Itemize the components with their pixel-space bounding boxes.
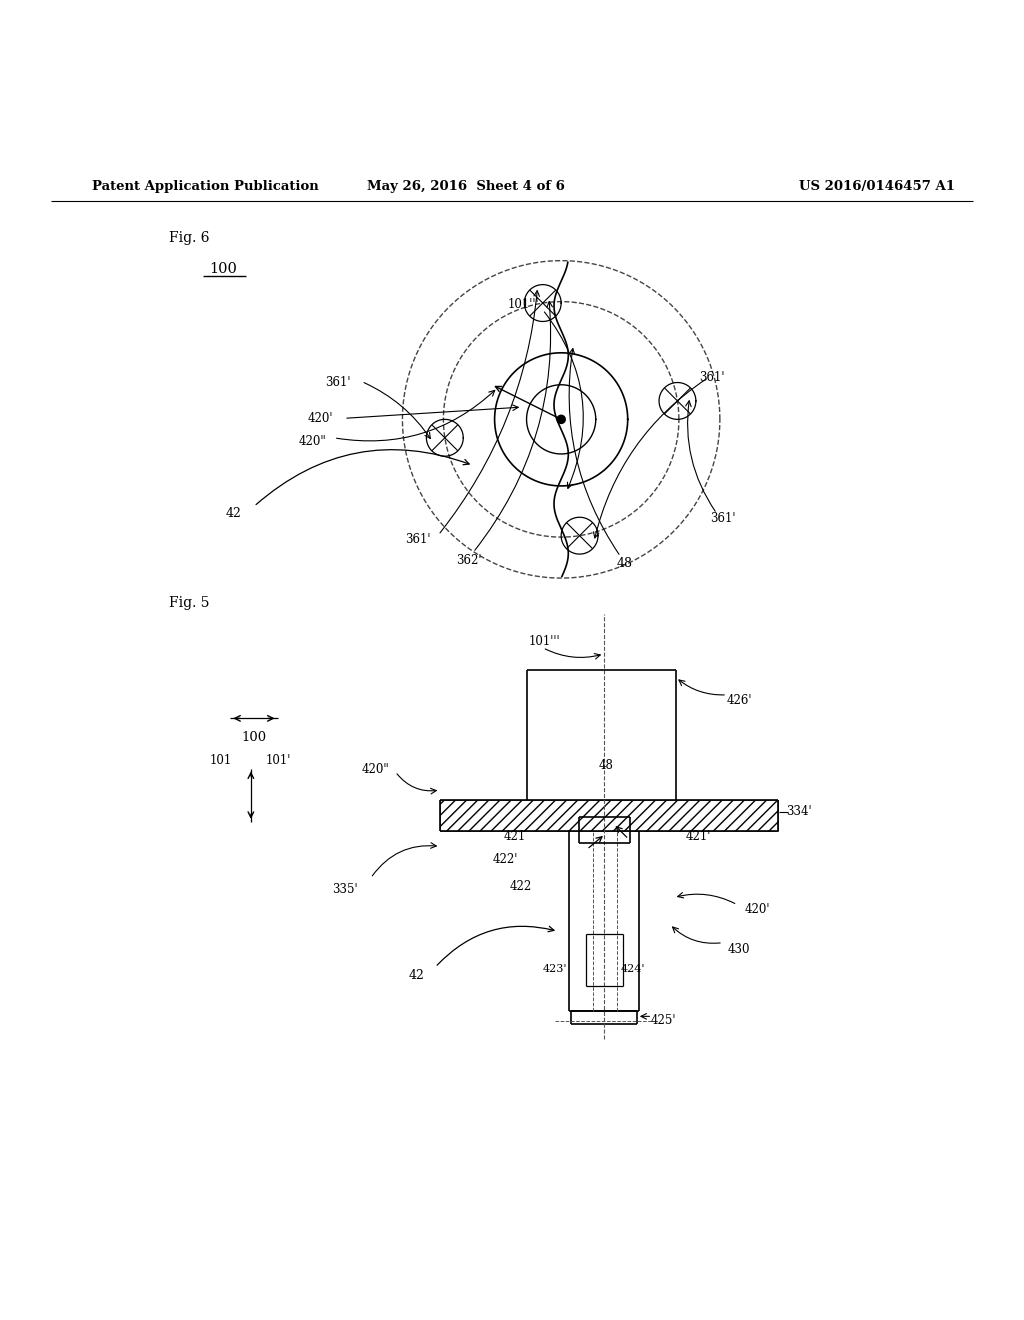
Text: 422: 422 [509, 880, 531, 892]
Text: 100: 100 [242, 731, 266, 744]
Text: 426': 426' [727, 694, 752, 708]
Text: May 26, 2016  Sheet 4 of 6: May 26, 2016 Sheet 4 of 6 [367, 181, 565, 194]
Text: 48: 48 [599, 759, 613, 772]
Text: Patent Application Publication: Patent Application Publication [92, 181, 318, 194]
Text: 361': 361' [326, 376, 350, 389]
Bar [440, 800, 778, 832]
Text: 101': 101' [266, 754, 291, 767]
Text: 420': 420' [308, 412, 333, 425]
Text: 101: 101 [210, 754, 232, 767]
Text: 421: 421 [504, 830, 526, 842]
Text: 100: 100 [209, 261, 238, 276]
Text: 361': 361' [711, 512, 735, 525]
Circle shape [557, 416, 565, 424]
Text: 420': 420' [745, 903, 770, 916]
Text: 334': 334' [785, 805, 812, 818]
Text: 48: 48 [616, 557, 633, 570]
Text: 430: 430 [728, 944, 751, 956]
Text: 423': 423' [543, 964, 567, 974]
Text: 42: 42 [409, 969, 425, 982]
Text: 420": 420" [298, 436, 327, 449]
Text: 420": 420" [361, 763, 390, 776]
Text: 361': 361' [406, 533, 430, 545]
Text: 101''': 101''' [508, 298, 539, 312]
Text: 101''': 101''' [529, 635, 560, 648]
Text: Fig. 5: Fig. 5 [169, 595, 210, 610]
Text: 422': 422' [493, 853, 518, 866]
Text: 361': 361' [699, 371, 724, 384]
Text: 425': 425' [651, 1014, 676, 1027]
Text: 424': 424' [621, 964, 645, 974]
Text: US 2016/0146457 A1: US 2016/0146457 A1 [799, 181, 954, 194]
Text: 335': 335' [332, 883, 358, 896]
Text: 42: 42 [225, 507, 242, 520]
Text: 362': 362' [457, 554, 481, 568]
Text: 421': 421' [686, 830, 712, 842]
Text: Fig. 6: Fig. 6 [169, 231, 210, 246]
